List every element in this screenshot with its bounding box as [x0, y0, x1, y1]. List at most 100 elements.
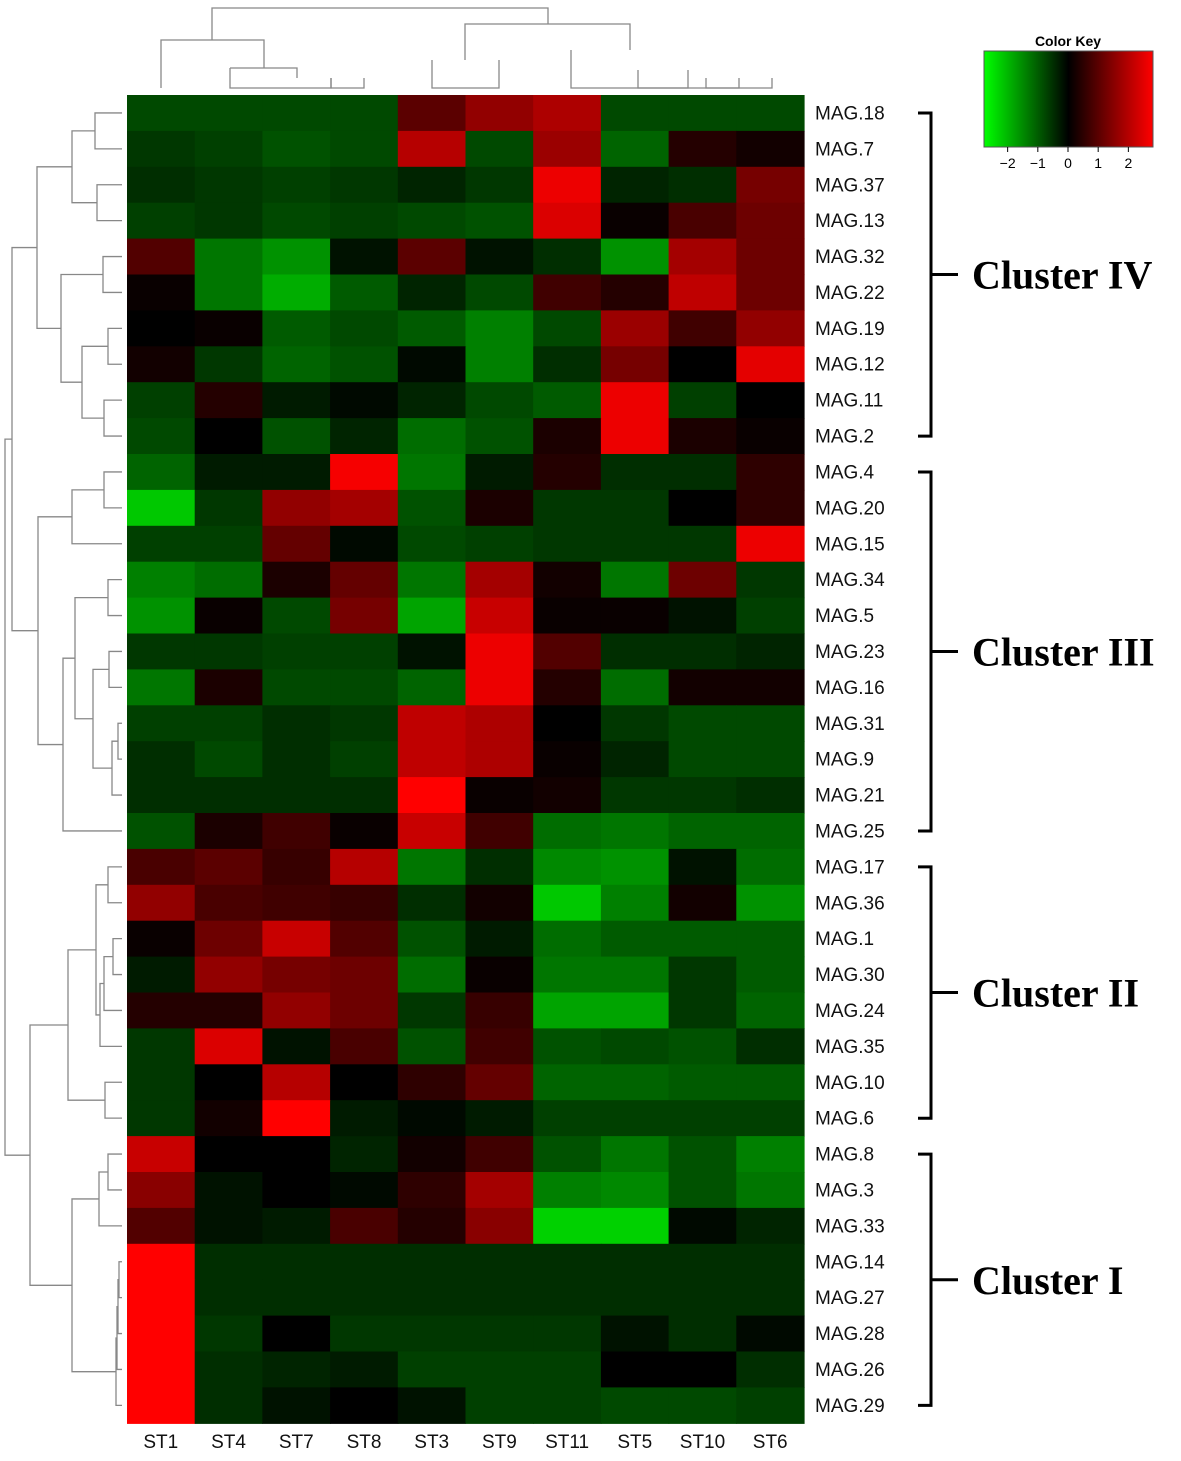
heatmap-cell — [194, 777, 263, 814]
heatmap-cell — [736, 1387, 805, 1424]
heatmap-cell — [600, 813, 670, 850]
heatmap-cell — [668, 884, 737, 922]
heatmap-cell — [668, 95, 737, 132]
col-dendro-link — [464, 23, 631, 60]
heatmap-cell — [397, 1136, 467, 1173]
heatmap-cell — [736, 561, 805, 599]
heatmap-cell — [397, 346, 467, 383]
row-dendro-link — [104, 1081, 122, 1119]
heatmap-cell — [262, 884, 331, 922]
heatmap-cell — [668, 561, 737, 599]
row-label: MAG.13 — [815, 211, 885, 232]
heatmap-cell — [465, 1387, 534, 1424]
heatmap-cell — [736, 238, 805, 276]
cluster-label: Cluster III — [972, 630, 1155, 675]
row-dendro-link — [111, 740, 122, 796]
heatmap-cell — [600, 166, 670, 204]
row-label: MAG.21 — [815, 786, 885, 807]
heatmap-cell — [600, 1387, 670, 1424]
heatmap-cell — [127, 274, 196, 311]
heatmap-cell — [465, 956, 534, 994]
heatmap-cell — [194, 848, 263, 886]
heatmap-cell — [736, 1064, 805, 1101]
row-label: MAG.36 — [815, 893, 885, 914]
col-dendro-link — [431, 60, 500, 89]
row-label: MAG.4 — [815, 462, 875, 483]
heatmap-cell — [736, 489, 805, 527]
row-label: MAG.32 — [815, 247, 885, 268]
heatmap-cell — [736, 813, 805, 850]
heatmap-cell — [262, 848, 331, 886]
cluster-brackets: Cluster IV Cluster III Cluster II Cluster I — [918, 111, 1155, 1407]
heatmap-cell — [127, 561, 196, 599]
heatmap-cell — [262, 741, 331, 778]
heatmap-cell — [465, 130, 534, 168]
heatmap-cell — [668, 992, 737, 1029]
heatmap-cell — [465, 597, 534, 635]
row-label: MAG.7 — [815, 139, 874, 160]
heatmap-cell — [194, 202, 263, 240]
cluster-bracket — [918, 1152, 958, 1407]
heatmap-cell — [194, 813, 263, 850]
heatmap-cell — [736, 669, 805, 706]
heatmap-cell — [736, 705, 805, 742]
heatmap-cell — [262, 1172, 331, 1209]
heatmap-cell — [262, 454, 331, 491]
row-dendro-link — [71, 130, 97, 204]
heatmap-cell — [194, 1064, 263, 1101]
heatmap-cell — [194, 1172, 263, 1209]
row-dendro-link — [103, 471, 122, 509]
heatmap-cell — [330, 346, 399, 383]
heatmap-cell — [330, 130, 399, 168]
heatmap-cell — [194, 1315, 263, 1353]
heatmap-cell — [736, 382, 805, 419]
heatmap-cell — [330, 1279, 399, 1317]
heatmap-cell — [600, 202, 670, 240]
heatmap-cell — [736, 1351, 805, 1388]
heatmap-cell — [465, 777, 534, 814]
cluster-bracket — [918, 111, 958, 438]
heatmap-cell — [262, 310, 331, 347]
heatmap-cell — [330, 669, 399, 706]
color-key-ticks: −2 −1 0 1 2 — [1000, 147, 1132, 171]
heatmap-cell — [397, 741, 467, 778]
heatmap-cell — [127, 310, 196, 347]
heatmap-cell — [736, 777, 805, 814]
column-label: ST1 — [143, 1432, 178, 1453]
heatmap-cell — [533, 561, 602, 599]
heatmap-cell — [397, 633, 467, 670]
heatmap-cell — [397, 1172, 467, 1209]
heatmap-cell — [600, 454, 670, 491]
heatmap-cell — [127, 489, 196, 527]
heatmap-cell — [668, 238, 737, 276]
heatmap-cell — [533, 1387, 602, 1424]
heatmap-cell — [465, 346, 534, 383]
heatmap-cell — [330, 1064, 399, 1101]
heatmap-cell — [600, 1351, 670, 1388]
heatmap-cell — [397, 669, 467, 706]
heatmap-cell — [736, 741, 805, 778]
heatmap-cell — [533, 884, 602, 922]
heatmap-cell — [397, 813, 467, 850]
heatmap-cell — [194, 382, 263, 419]
heatmap-cell — [127, 741, 196, 778]
heatmap-cell — [600, 1064, 670, 1101]
heatmap-cell — [127, 418, 196, 455]
row-label: MAG.25 — [815, 822, 885, 843]
row-dendro-link — [103, 399, 122, 437]
heatmap-cell — [262, 382, 331, 419]
heatmap-cell — [330, 382, 399, 419]
heatmap-cell — [330, 992, 399, 1029]
heatmap-cell — [465, 382, 534, 419]
heatmap-cell — [194, 561, 263, 599]
heatmap-cell — [262, 202, 331, 240]
heatmap-cell — [194, 525, 263, 563]
heatmap-cell — [330, 525, 399, 563]
heatmap-cell — [668, 848, 737, 886]
heatmap-cell — [397, 130, 467, 168]
row-dendro-link — [107, 1153, 122, 1191]
heatmap-cell — [127, 1207, 196, 1245]
heatmap-cell — [330, 633, 399, 670]
color-key-tick-label: −2 — [1000, 155, 1016, 171]
heatmap-cell — [600, 669, 670, 706]
